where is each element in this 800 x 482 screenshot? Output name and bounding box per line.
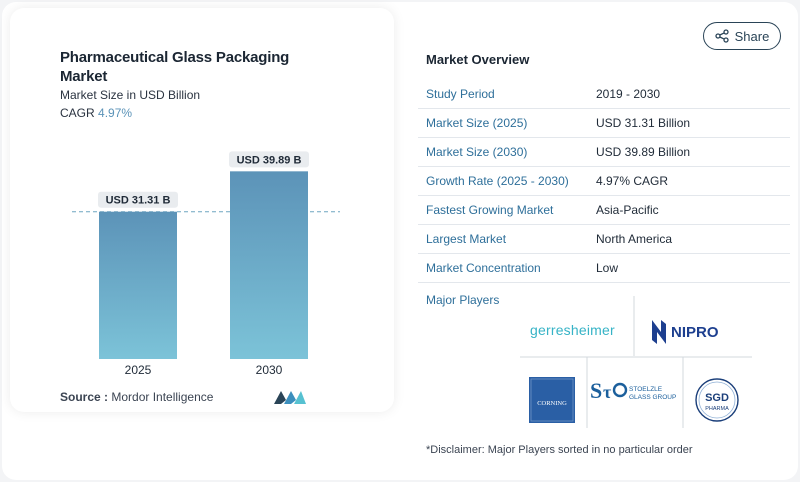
market-overview-table: Study Period 2019 - 2030 Market Size (20… — [418, 80, 790, 283]
chart-title: Pharmaceutical Glass Packaging Market — [60, 49, 290, 85]
share-label: Share — [734, 28, 770, 44]
share-icon — [714, 29, 729, 43]
table-row: Largest Market North America — [418, 225, 790, 254]
row-value: Asia-Pacific — [596, 203, 659, 217]
source-value: Mordor Intelligence — [111, 390, 214, 404]
bar-2025 — [99, 211, 177, 359]
cagr-line: CAGR 4.97% — [60, 106, 132, 120]
source-line: Source : Mordor Intelligence — [60, 390, 213, 404]
row-key: Largest Market — [426, 232, 507, 246]
data-label-background — [229, 151, 309, 168]
disclaimer: *Disclaimer: Major Players sorted in no … — [426, 444, 693, 456]
table-row: Study Period 2019 - 2030 — [418, 80, 790, 109]
cagr-value: 4.97% — [98, 106, 133, 120]
row-value: USD 39.89 Billion — [596, 145, 691, 159]
table-row: Market Size (2030) USD 39.89 Billion — [418, 138, 790, 167]
data-label-background — [98, 191, 178, 208]
row-value: 4.97% CAGR — [596, 174, 669, 188]
market-overview-title: Market Overview — [426, 52, 530, 67]
bar-chart: USD 31.31 B 2025 USD 39.89 B 2030 — [72, 151, 340, 377]
row-value: USD 31.31 Billion — [596, 116, 691, 130]
table-row: Fastest Growing Market Asia-Pacific — [418, 196, 790, 225]
row-key: Fastest Growing Market — [426, 203, 554, 217]
data-label: USD 39.89 B — [237, 154, 302, 166]
source-label: Source : — [60, 390, 109, 404]
data-label: USD 31.31 B — [106, 195, 171, 207]
chart-subtitle: Market Size in USD Billion — [60, 88, 201, 102]
row-key: Market Size (2025) — [426, 116, 528, 130]
row-value: North America — [596, 232, 673, 246]
cagr-label: CAGR — [60, 106, 95, 120]
bar-2030 — [230, 171, 308, 359]
row-value: Low — [596, 261, 619, 275]
row-key: Market Size (2030) — [426, 145, 528, 159]
major-players-title: Major Players — [426, 293, 500, 307]
share-button[interactable]: Share — [703, 22, 781, 50]
x-tick-label: 2025 — [125, 363, 152, 377]
row-value: 2019 - 2030 — [596, 87, 661, 101]
table-row: Market Size (2025) USD 31.31 Billion — [418, 109, 790, 138]
row-key: Market Concentration — [426, 261, 541, 275]
table-row: Growth Rate (2025 - 2030) 4.97% CAGR — [418, 167, 790, 196]
row-key: Study Period — [426, 87, 495, 101]
mordor-intelligence-logo-icon — [274, 391, 306, 404]
x-tick-label: 2030 — [256, 363, 283, 377]
chart-card — [10, 8, 394, 412]
table-row: Market Concentration Low — [418, 254, 790, 283]
row-key: Growth Rate (2025 - 2030) — [426, 174, 569, 188]
